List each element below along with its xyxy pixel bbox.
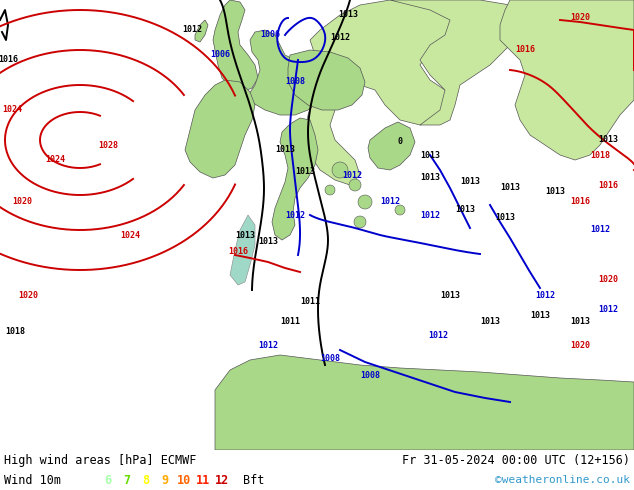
Text: 1013: 1013 [275,146,295,154]
Text: 1024: 1024 [120,230,140,240]
Text: 1024: 1024 [45,155,65,165]
Text: 1011: 1011 [280,318,300,326]
Text: 1013: 1013 [598,136,618,145]
Text: 1012: 1012 [428,330,448,340]
Text: 1013: 1013 [440,291,460,299]
Text: 1012: 1012 [342,171,362,179]
Polygon shape [390,0,530,125]
Text: 1013: 1013 [420,150,440,160]
Text: 1008: 1008 [360,370,380,379]
Polygon shape [245,30,325,115]
Text: Wind 10m: Wind 10m [4,473,61,487]
Text: 1013: 1013 [500,183,520,193]
Polygon shape [195,20,208,42]
Circle shape [332,162,348,178]
Text: High wind areas [hPa] ECMWF: High wind areas [hPa] ECMWF [4,454,197,466]
Text: Bft: Bft [243,473,264,487]
Polygon shape [185,80,255,178]
Polygon shape [215,355,634,450]
Circle shape [395,205,405,215]
Text: 1013: 1013 [338,10,358,20]
Text: 1012: 1012 [285,211,305,220]
Text: 1013: 1013 [258,238,278,246]
Text: 1024: 1024 [2,105,22,115]
Text: 1013: 1013 [235,230,255,240]
Text: 1028: 1028 [98,141,118,149]
Text: 1013: 1013 [530,311,550,319]
Text: 7: 7 [124,473,131,487]
Text: 1006: 1006 [210,50,230,59]
Polygon shape [500,0,634,160]
Text: 1020: 1020 [12,197,32,206]
Text: 1016: 1016 [228,247,248,256]
Polygon shape [368,122,415,170]
Polygon shape [213,0,258,92]
Text: 1012: 1012 [182,25,202,34]
Text: 1016: 1016 [515,46,535,54]
Text: 1013: 1013 [420,173,440,182]
Text: 1013: 1013 [460,177,480,187]
Text: 1011: 1011 [300,297,320,307]
Text: 1012: 1012 [258,341,278,349]
Circle shape [358,195,372,209]
Text: 1012: 1012 [590,225,610,235]
Text: 1012: 1012 [380,197,400,206]
Text: 9: 9 [162,473,169,487]
Text: 6: 6 [105,473,112,487]
Polygon shape [272,118,318,240]
Text: 1012: 1012 [330,33,350,43]
Text: 8: 8 [143,473,150,487]
Text: 1020: 1020 [570,14,590,23]
Circle shape [349,179,361,191]
Text: 1008: 1008 [320,353,340,363]
Text: 1012: 1012 [535,291,555,299]
Text: 1020: 1020 [598,275,618,285]
Text: 1013: 1013 [480,318,500,326]
Text: 0: 0 [398,138,403,147]
Text: 1008: 1008 [285,77,305,87]
Text: 1016: 1016 [598,180,618,190]
Circle shape [325,185,335,195]
Polygon shape [230,215,255,285]
Text: 1013: 1013 [455,205,475,215]
Text: 1016: 1016 [570,197,590,206]
Text: 10: 10 [177,473,191,487]
Text: 1013: 1013 [295,168,315,176]
Text: 1020: 1020 [18,291,38,299]
Text: 11: 11 [196,473,210,487]
Text: 1013: 1013 [545,188,565,196]
Polygon shape [288,50,365,110]
Circle shape [354,216,366,228]
Text: 1016: 1016 [0,55,18,65]
Text: ©weatheronline.co.uk: ©weatheronline.co.uk [495,475,630,485]
Text: 12: 12 [215,473,229,487]
Text: 1006: 1006 [260,30,280,40]
Text: 1013: 1013 [570,318,590,326]
Text: 1018: 1018 [590,150,610,160]
Text: 1013: 1013 [495,214,515,222]
Text: 1012: 1012 [598,305,618,315]
Polygon shape [305,0,460,185]
Text: 1020: 1020 [570,341,590,349]
Text: 1012: 1012 [420,211,440,220]
Text: 1018: 1018 [5,327,25,337]
Text: Fr 31-05-2024 00:00 UTC (12+156): Fr 31-05-2024 00:00 UTC (12+156) [402,454,630,466]
